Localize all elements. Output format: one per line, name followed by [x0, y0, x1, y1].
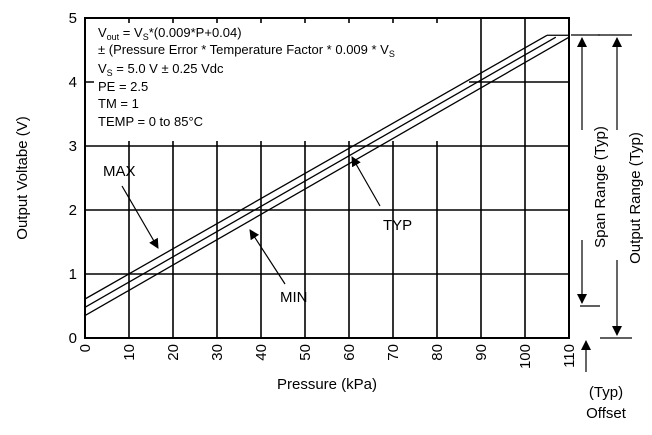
- y-tick-label: 5: [69, 10, 77, 27]
- tick-labels: 0 10 20 30 40 50 60 70 80 90 100 110 0 1 2 3 4 5: [69, 10, 578, 369]
- y-tick-label: 0: [69, 330, 77, 347]
- x-tick-label: 70: [385, 344, 402, 361]
- arrow-max: [121, 185, 159, 249]
- y-tick-label: 3: [69, 138, 77, 155]
- output-range-label: Output Range (Typ): [627, 132, 644, 264]
- series-line-min: [84, 36, 570, 317]
- x-tick-label: 90: [473, 344, 490, 361]
- y-tick-label: 1: [69, 266, 77, 283]
- label-typ: TYP: [383, 217, 412, 234]
- x-axis-title: Pressure (kPa): [277, 376, 377, 393]
- x-tick-label: 0: [77, 344, 94, 352]
- arrow-typ: [351, 156, 381, 207]
- x-tick-label: 60: [341, 344, 358, 361]
- formula-line-5: TM = 1: [98, 96, 139, 111]
- x-tick-label: 10: [121, 344, 138, 361]
- formula-line-3: VS = 5.0 V ± 0.25 Vdc: [98, 61, 224, 78]
- span-range-label: Span Range (Typ): [592, 126, 609, 248]
- plot-frame: [84, 17, 570, 339]
- x-tick-label: 110: [561, 344, 578, 368]
- series-line-typ: [84, 36, 557, 308]
- x-tick-label: 80: [429, 344, 446, 361]
- series-line-max: [84, 34, 548, 300]
- x-tick-label: 50: [297, 344, 314, 361]
- y-axis-title: Output Voltabe (V): [14, 116, 31, 239]
- formula-line-4: PE = 2.5: [98, 79, 148, 94]
- y-tick-label: 2: [69, 202, 77, 219]
- formula-line-1: Vout = VS*(0.009*P+0.04): [98, 25, 242, 42]
- series: [84, 34, 570, 317]
- arrow-min: [249, 229, 286, 285]
- x-tick-label: 20: [165, 344, 182, 361]
- formula-box: [94, 23, 469, 141]
- x-tick-label: 100: [517, 344, 534, 369]
- y-tick-label: 4: [69, 74, 77, 91]
- formula-line-2: ± (Pressure Error * Temperature Factor *…: [98, 42, 395, 59]
- label-max: MAX: [103, 163, 136, 180]
- label-min: MIN: [280, 289, 308, 306]
- x-tick-label: 40: [253, 344, 270, 361]
- x-tick-label: 30: [209, 344, 226, 361]
- offset-label: Offset: [586, 405, 627, 422]
- formula-line-6: TEMP = 0 to 85°C: [98, 114, 203, 129]
- offset-typ-label: (Typ): [589, 384, 623, 401]
